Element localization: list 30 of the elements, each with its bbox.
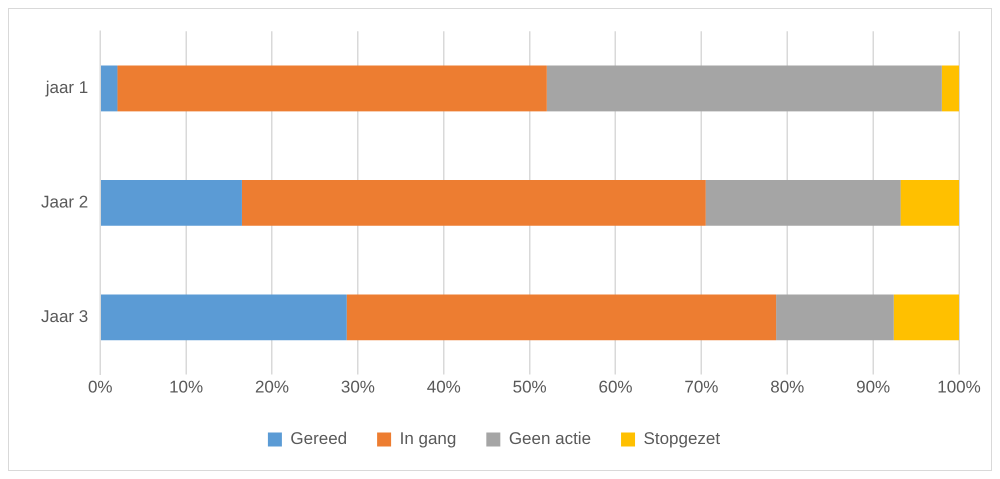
x-tick-label: 90% — [856, 377, 890, 396]
bar — [776, 294, 894, 340]
x-tick-label: 100% — [937, 377, 981, 396]
legend-label: Stopgezet — [644, 429, 720, 448]
x-tick-label: 20% — [254, 377, 290, 396]
x-tick-label: 40% — [426, 377, 461, 396]
bar — [101, 294, 347, 340]
x-tick-label: 80% — [770, 377, 804, 396]
x-tick-label: 50% — [512, 377, 547, 396]
bar — [117, 66, 547, 112]
y-tick-label: Jaar 3 — [41, 307, 88, 326]
bar — [894, 294, 959, 340]
x-tick-label: 60% — [598, 377, 633, 396]
bar — [900, 180, 959, 226]
legend-label: Geen actie — [508, 429, 592, 448]
y-tick-label: Jaar 2 — [41, 192, 88, 212]
bar — [346, 294, 776, 340]
x-tick-label: 70% — [684, 377, 718, 396]
x-tick-label: 10% — [169, 377, 204, 396]
bar — [942, 66, 959, 112]
bar — [101, 66, 118, 112]
y-tick-label: jaar 1 — [44, 78, 88, 98]
x-tick-label: 0% — [88, 377, 113, 396]
bar — [242, 180, 706, 226]
x-tick-label: 30% — [340, 377, 375, 396]
legend-label: In gang — [400, 429, 456, 448]
bar — [546, 66, 942, 112]
bar — [706, 180, 901, 226]
legend-label: Gereed — [290, 429, 348, 448]
bar — [101, 180, 242, 226]
